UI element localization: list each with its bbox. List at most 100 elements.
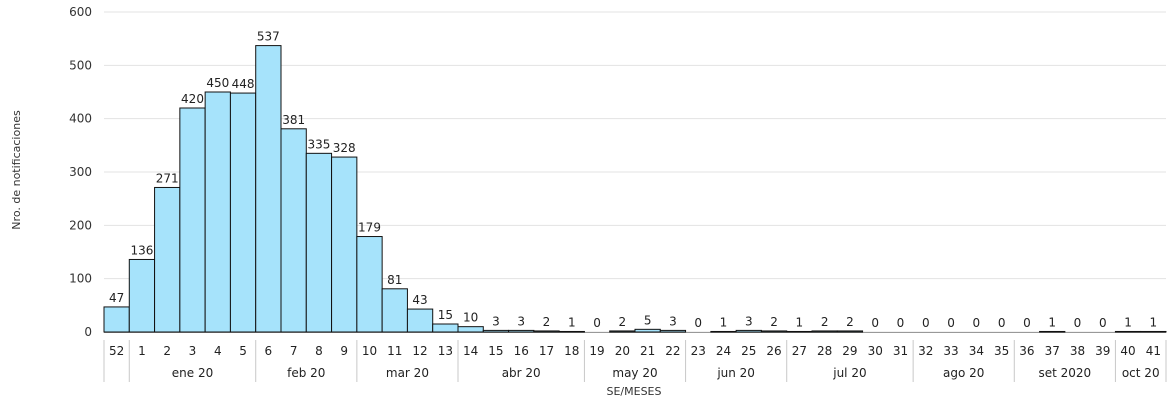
data-label: 0 [1023, 316, 1031, 330]
x-tick-label: 32 [918, 344, 933, 358]
x-tick-label: 13 [438, 344, 453, 358]
data-label: 0 [998, 316, 1006, 330]
x-tick-label: 37 [1045, 344, 1060, 358]
data-label: 136 [130, 243, 153, 257]
x-tick-label: 6 [265, 344, 273, 358]
bar [432, 323, 459, 333]
bar [204, 91, 231, 333]
x-tick-label: 12 [412, 344, 427, 358]
bar [381, 288, 408, 333]
x-tick-label: 16 [514, 344, 529, 358]
y-tick-label: 500 [69, 58, 92, 72]
data-label: 3 [492, 314, 500, 328]
data-label: 0 [922, 316, 930, 330]
data-label: 3 [517, 314, 525, 328]
bar [760, 330, 788, 333]
bar [533, 330, 560, 333]
bar [406, 308, 434, 333]
x-tick-label: 34 [969, 344, 984, 358]
bar [1039, 330, 1066, 333]
x-tick-label: 29 [842, 344, 857, 358]
bar [280, 128, 307, 333]
x-tick-label: 7 [290, 344, 298, 358]
data-label: 0 [1074, 316, 1082, 330]
data-label: 1 [720, 315, 728, 329]
x-tick-label: 38 [1070, 344, 1085, 358]
data-label: 2 [543, 315, 551, 329]
x-tick-label: 25 [741, 344, 756, 358]
bar [482, 329, 510, 333]
data-label: 47 [109, 291, 124, 305]
bar [255, 45, 282, 333]
x-tick-label: 10 [362, 344, 377, 358]
x-tick-label: 41 [1146, 344, 1161, 358]
month-group-label: ene 20 [172, 366, 213, 380]
data-label: 2 [846, 315, 854, 329]
bar [634, 328, 661, 333]
month-group-label: set 2020 [1039, 366, 1092, 380]
data-label: 10 [463, 311, 478, 325]
x-tick-label: 17 [539, 344, 554, 358]
month-group-label: mar 20 [386, 366, 429, 380]
bar [305, 152, 333, 333]
data-label: 0 [973, 316, 981, 330]
x-tick-label: 26 [766, 344, 781, 358]
data-label: 15 [438, 308, 453, 322]
month-group-label: jul 20 [832, 366, 866, 380]
data-label: 271 [156, 171, 179, 185]
data-label: 0 [593, 316, 601, 330]
bar [356, 236, 383, 333]
bar [331, 156, 358, 333]
data-label: 2 [821, 315, 829, 329]
bar [558, 330, 585, 333]
x-tick-label: 20 [615, 344, 630, 358]
data-label: 179 [358, 221, 381, 235]
data-label: 0 [694, 316, 702, 330]
data-label: 0 [1099, 316, 1107, 330]
y-tick-label: 0 [84, 325, 92, 339]
month-group-label: may 20 [612, 366, 657, 380]
x-tick-label: 27 [792, 344, 807, 358]
bar [1140, 330, 1167, 333]
y-tick-label: 200 [69, 218, 92, 232]
x-axis-week-ticks: 52 1 2 3 4 5 6 7 8 9 10 11 12 13 14 15 16 17 18 19 20 21 22 23 2… [109, 344, 1161, 358]
x-tick-label: 1 [138, 344, 146, 358]
month-group-label: ago 20 [943, 366, 984, 380]
y-tick-label: 300 [69, 165, 92, 179]
data-label: 1 [1048, 315, 1056, 329]
bar [508, 329, 535, 333]
x-tick-label: 9 [340, 344, 348, 358]
data-label: 1 [568, 315, 576, 329]
data-label: 43 [412, 293, 427, 307]
bar [179, 107, 206, 333]
y-tick-label: 400 [69, 112, 92, 126]
data-label: 420 [181, 92, 204, 106]
y-tick-label: 100 [69, 272, 92, 286]
bar [735, 329, 762, 333]
month-group-label: oct 20 [1122, 366, 1160, 380]
x-tick-label: 36 [1019, 344, 1034, 358]
data-label: 3 [669, 314, 677, 328]
x-tick-label: 21 [640, 344, 655, 358]
x-tick-label: 22 [665, 344, 680, 358]
x-tick-label: 18 [564, 344, 579, 358]
data-label: 381 [282, 113, 305, 127]
data-label: 1 [1124, 315, 1132, 329]
x-tick-label: 3 [189, 344, 197, 358]
x-tick-label: 39 [1095, 344, 1110, 358]
x-axis-month-groups: ene 20 feb 20 mar 20 abr 20 may 20 jun 20 jul … [103, 340, 1167, 382]
bars [103, 45, 1167, 333]
data-label: 81 [387, 273, 402, 287]
bar [659, 329, 687, 333]
bar [154, 186, 181, 333]
month-group-label: abr 20 [502, 366, 541, 380]
bar [836, 330, 864, 333]
x-tick-label: 15 [488, 344, 503, 358]
data-label: 537 [257, 30, 280, 44]
data-label: 3 [745, 314, 753, 328]
x-tick-label: 8 [315, 344, 323, 358]
x-tick-label: 35 [994, 344, 1009, 358]
bar [128, 258, 156, 333]
